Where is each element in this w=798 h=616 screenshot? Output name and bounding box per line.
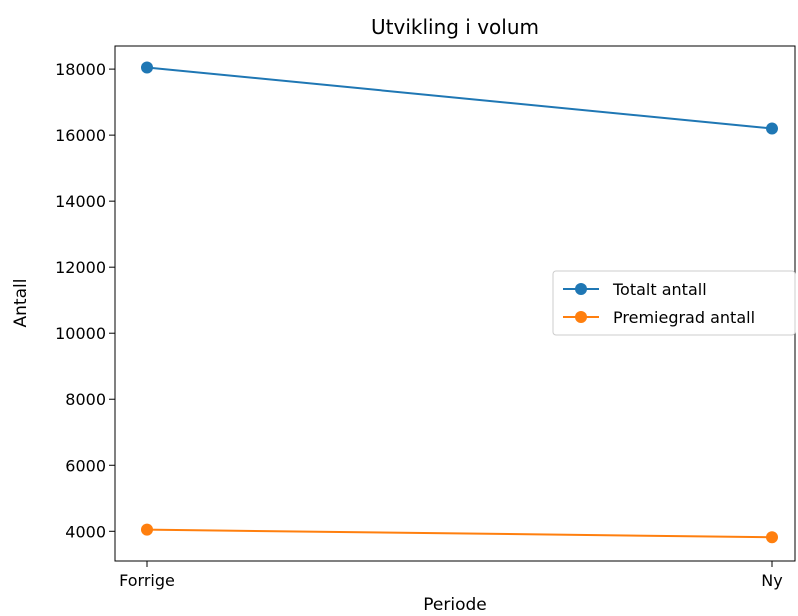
- legend-label: Premiegrad antall: [613, 308, 755, 327]
- y-tick-label: 8000: [65, 390, 106, 409]
- y-axis: 4000 6000 8000 10000 12000 14000 16000 18000: [55, 60, 115, 541]
- data-point: [141, 523, 153, 536]
- y-tick-label: 18000: [55, 60, 106, 79]
- x-axis-title: Periode: [423, 595, 486, 615]
- y-tick-label: 6000: [65, 456, 106, 475]
- x-tick-label: Forrige: [119, 571, 175, 590]
- y-tick-label: 10000: [55, 324, 106, 343]
- y-tick-label: 12000: [55, 258, 106, 277]
- legend-marker: [575, 283, 587, 295]
- series-layer: [141, 61, 778, 544]
- y-tick-label: 16000: [55, 126, 106, 145]
- chart-title: Utvikling i volum: [371, 15, 539, 39]
- series-line: [146, 66, 773, 130]
- y-tick-label: 4000: [65, 522, 106, 541]
- legend-marker: [575, 311, 587, 323]
- x-tick-label: Ny: [761, 571, 782, 590]
- y-axis-title: Antall: [11, 279, 31, 328]
- legend-box: [552, 270, 796, 336]
- x-axis: Forrige Ny: [119, 561, 783, 590]
- data-point: [766, 531, 778, 544]
- series-line: [146, 528, 773, 539]
- legend: Totalt antall Premiegrad antall: [552, 270, 796, 336]
- data-point: [766, 122, 778, 135]
- legend-label: Totalt antall: [612, 280, 707, 299]
- y-tick-label: 14000: [55, 192, 106, 211]
- data-point: [141, 61, 153, 74]
